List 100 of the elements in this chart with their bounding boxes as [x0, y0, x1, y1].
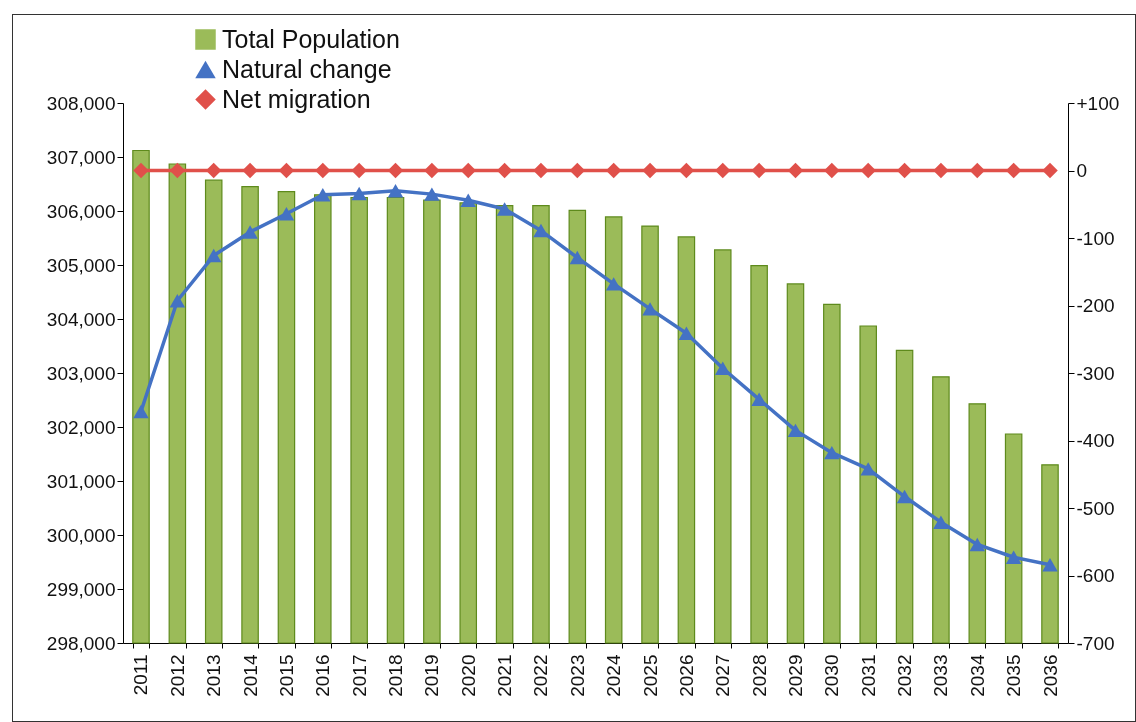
x-tick-label: 2012 — [166, 654, 188, 697]
legend-label: Total Population — [222, 24, 400, 53]
point — [133, 162, 149, 179]
point — [969, 162, 986, 179]
point — [824, 445, 840, 460]
point — [460, 162, 476, 179]
y-tick-label: 303,000 — [46, 362, 116, 384]
x-tick-label: 2023 — [566, 654, 588, 697]
point — [751, 162, 767, 179]
point — [351, 162, 367, 179]
x-tick-label: 2024 — [603, 654, 625, 697]
point — [860, 162, 876, 179]
point — [460, 193, 476, 207]
y2-tick-label: -600 — [1076, 565, 1115, 586]
point — [860, 462, 876, 476]
y2-tick-label: -100 — [1076, 227, 1115, 249]
point — [933, 515, 949, 529]
point — [787, 162, 804, 179]
point — [351, 186, 367, 201]
legend-label: Net migration — [222, 84, 371, 113]
point — [242, 225, 258, 239]
y2-tick-label: -300 — [1076, 362, 1115, 384]
point — [787, 423, 804, 438]
point — [605, 162, 622, 179]
point — [933, 162, 949, 179]
y-tick-label: 301,000 — [46, 470, 116, 492]
point — [969, 537, 986, 552]
point — [315, 188, 331, 202]
point — [205, 162, 222, 179]
y2-tick-label: -700 — [1076, 632, 1115, 654]
point — [278, 206, 295, 221]
point — [133, 404, 149, 419]
point — [1005, 162, 1022, 179]
point — [1042, 162, 1058, 179]
x-tick-label: 2011 — [130, 654, 152, 696]
point — [678, 162, 695, 179]
y-tick-label: 298,000 — [46, 632, 116, 654]
point — [205, 248, 222, 263]
point — [169, 162, 186, 179]
x-tick-label: 2030 — [821, 654, 843, 697]
y2-tick-label: 0 — [1076, 160, 1088, 181]
point — [1005, 550, 1022, 564]
point — [896, 489, 913, 504]
point — [533, 223, 549, 238]
y2-tick-label: +100 — [1076, 92, 1120, 114]
point — [605, 277, 622, 291]
x-tick-label: 2015 — [275, 654, 297, 697]
point — [387, 162, 404, 179]
point — [569, 250, 586, 265]
x-tick-label: 2033 — [930, 654, 952, 697]
point — [896, 162, 913, 179]
point — [315, 162, 331, 179]
x-tick-label: 2020 — [457, 654, 479, 697]
x-tick-label: 2031 — [857, 654, 879, 697]
x-tick-label: 2029 — [784, 654, 806, 697]
point — [642, 162, 658, 179]
point — [424, 187, 440, 201]
x-tick-label: 2036 — [1039, 654, 1061, 697]
point — [387, 184, 404, 198]
y-tick-label: 300,000 — [46, 524, 116, 546]
point — [678, 326, 695, 340]
x-tick-label: 2022 — [530, 654, 552, 697]
point — [642, 302, 658, 316]
y-tick-label: 304,000 — [46, 308, 116, 330]
point — [533, 162, 549, 179]
x-tick-label: 2032 — [894, 654, 916, 697]
x-tick-label: 2027 — [712, 654, 734, 697]
point — [242, 162, 258, 179]
x-tick-label: 2021 — [494, 654, 516, 697]
legend-label: Natural change — [222, 54, 392, 83]
y-tick-label: 305,000 — [46, 254, 116, 276]
point — [278, 162, 295, 179]
y-tick-label: 299,000 — [46, 578, 116, 600]
y-tick-label: 307,000 — [46, 146, 116, 168]
y-tick-label: 302,000 — [46, 416, 116, 438]
x-tick-label: 2028 — [748, 654, 770, 697]
y-tick-label: 306,000 — [46, 200, 116, 222]
y2-tick-label: -200 — [1076, 295, 1115, 316]
point — [496, 162, 513, 179]
y2-tick-label: -500 — [1076, 497, 1115, 519]
point — [1042, 557, 1058, 572]
x-tick-label: 2018 — [385, 654, 407, 697]
point — [751, 392, 767, 407]
point — [569, 162, 586, 179]
x-tick-label: 2019 — [421, 654, 443, 697]
x-tick-label: 2013 — [203, 654, 225, 697]
point — [496, 202, 513, 216]
y2-tick-label: -400 — [1076, 430, 1115, 451]
x-tick-label: 2034 — [966, 654, 988, 697]
y-tick-label: 308,000 — [46, 92, 116, 114]
point — [715, 162, 731, 179]
x-tick-label: 2025 — [639, 654, 661, 697]
x-tick-label: 2016 — [312, 654, 334, 697]
x-tick-label: 2035 — [1003, 654, 1025, 697]
point — [424, 162, 440, 179]
x-tick-label: 2026 — [675, 654, 697, 697]
point — [824, 162, 840, 179]
x-tick-label: 2017 — [348, 654, 370, 697]
x-tick-label: 2014 — [239, 654, 261, 697]
point — [169, 294, 186, 308]
